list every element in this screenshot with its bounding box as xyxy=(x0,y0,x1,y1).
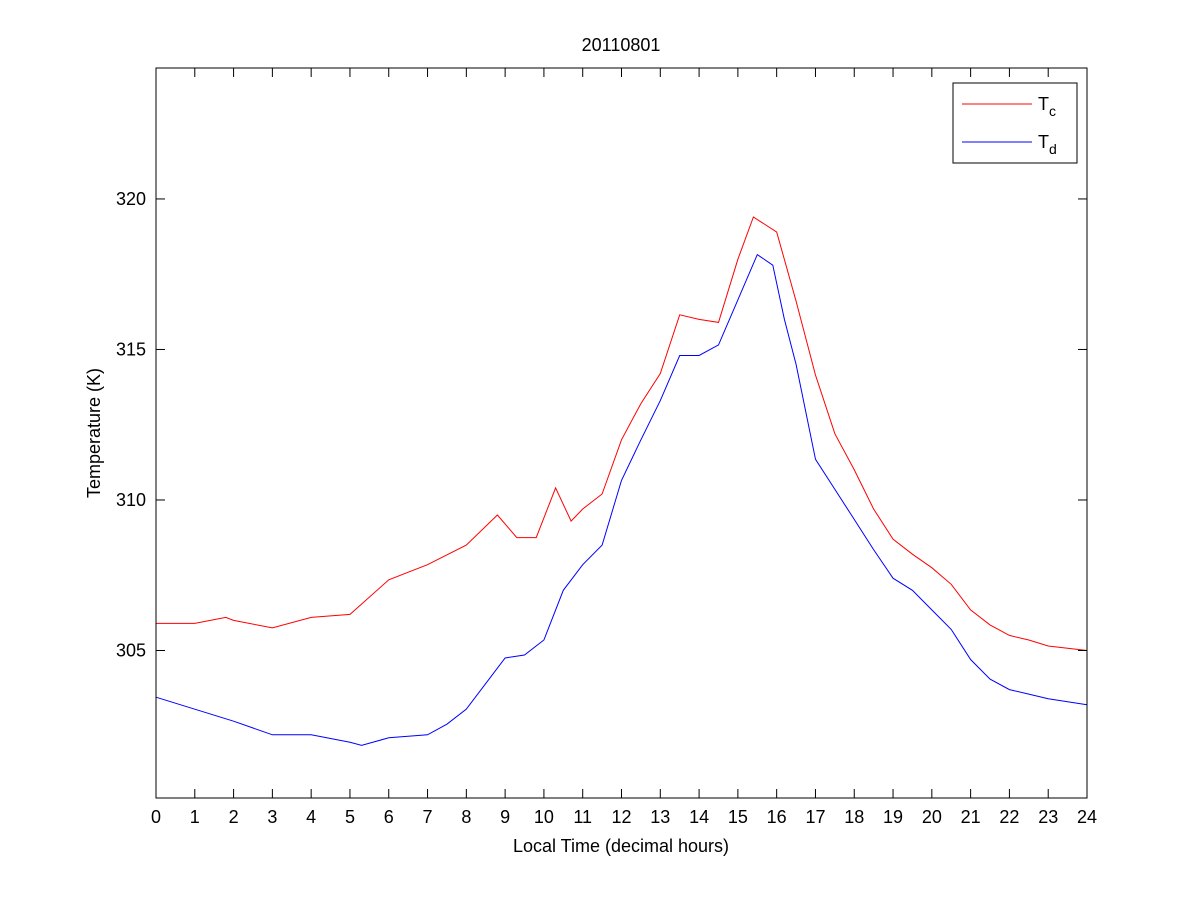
x-tick-label: 5 xyxy=(345,807,355,827)
x-tick-label: 17 xyxy=(805,807,825,827)
x-tick-label: 20 xyxy=(922,807,942,827)
x-tick-label: 18 xyxy=(844,807,864,827)
legend-box xyxy=(952,82,1078,164)
x-tick-label: 8 xyxy=(461,807,471,827)
x-tick-label: 3 xyxy=(267,807,277,827)
x-tick-label: 22 xyxy=(999,807,1019,827)
legend-label-tc: Tc xyxy=(1038,94,1056,119)
x-tick-label: 24 xyxy=(1077,807,1097,827)
x-tick-label: 13 xyxy=(650,807,670,827)
x-tick-label: 10 xyxy=(534,807,554,827)
x-tick-label: 16 xyxy=(767,807,787,827)
legend-label-td: Td xyxy=(1038,132,1057,157)
x-tick-label: 9 xyxy=(500,807,510,827)
x-tick-label: 19 xyxy=(883,807,903,827)
x-tick-label: 0 xyxy=(151,807,161,827)
x-tick-label: 1 xyxy=(190,807,200,827)
x-tick-label: 7 xyxy=(423,807,433,827)
x-tick-label: 4 xyxy=(306,807,316,827)
series-lines xyxy=(155,216,1088,746)
x-tick-label: 12 xyxy=(611,807,631,827)
x-tick-label: 6 xyxy=(384,807,394,827)
x-tick-label: 11 xyxy=(573,807,592,827)
legend: Tc Td xyxy=(952,82,1078,164)
y-tick-label: 315 xyxy=(116,339,146,359)
ticks: 0 1 2 3 4 5 6 7 8 9 10 11 12 13 14 15 16 17 18 19 20 21 22 23 24… xyxy=(116,68,1097,827)
series-line-T-c xyxy=(156,216,1088,651)
x-axis-label: Local Time (decimal hours) xyxy=(513,836,729,856)
x-tick-label: 23 xyxy=(1038,807,1058,827)
y-tick-label: 305 xyxy=(116,640,146,660)
y-axis-label: Temperature (K) xyxy=(84,368,104,498)
y-tick-label: 310 xyxy=(116,490,146,510)
x-tick-label: 2 xyxy=(229,807,239,827)
y-tick-label: 320 xyxy=(116,189,146,209)
x-tick-label: 21 xyxy=(961,807,981,827)
chart-title: 20110801 xyxy=(582,35,661,55)
series-line-T-d xyxy=(155,253,1088,746)
x-tick-label: 15 xyxy=(728,807,748,827)
x-tick-label: 14 xyxy=(689,807,709,827)
plot-area xyxy=(156,68,1087,798)
